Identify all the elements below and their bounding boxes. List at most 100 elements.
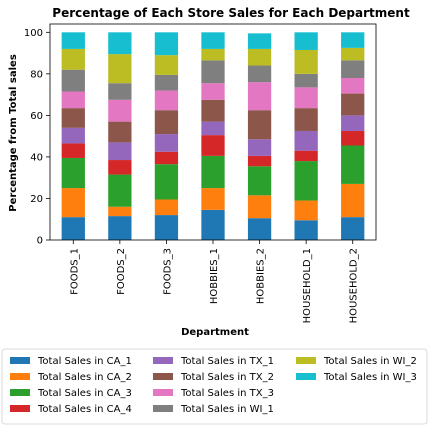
bar-segment	[247, 65, 272, 83]
bar-segment	[154, 74, 179, 91]
bar-segment	[61, 48, 85, 70]
bar-segment	[154, 55, 179, 75]
x-axis-label: Department	[181, 327, 249, 338]
bar-segment	[341, 32, 365, 48]
plot-frame	[49, 23, 377, 241]
bar-segment	[108, 142, 132, 161]
legend-label: Total Sales in TX_2	[180, 372, 274, 383]
bar-segment	[108, 121, 132, 143]
bar-segment	[201, 60, 225, 84]
legend-label: Total Sales in WI_3	[323, 372, 417, 383]
plot-area: FOODS_1 FOODS_2 FOODS_3 HOBBIES_1 HOBBIES_2 H…	[24, 23, 377, 323]
legend: Total Sales in CA_1 Total Sales in CA_2 To…	[1, 348, 428, 425]
bar-segment	[294, 200, 318, 221]
bar-segment	[201, 83, 225, 100]
bar-segment	[61, 69, 85, 92]
legend-label: Total Sales in CA_1	[37, 356, 132, 367]
x-tick-label: FOODS_2	[116, 248, 127, 295]
bar-segment	[108, 160, 132, 175]
bar-segment	[61, 127, 85, 144]
legend-swatch	[153, 389, 173, 396]
bar-segment	[154, 134, 179, 152]
legend-box	[1, 348, 428, 425]
bar-segment	[201, 32, 225, 49]
legend-swatch	[296, 373, 316, 380]
bar-segment	[201, 121, 225, 136]
legend-swatch	[153, 373, 173, 380]
bar-segment	[154, 151, 179, 165]
legend-swatch	[296, 357, 316, 364]
bar-segment	[247, 218, 272, 240]
bar-segment	[294, 130, 318, 151]
bar-segment	[341, 145, 365, 184]
x-tick-label: FOODS_3	[162, 248, 173, 295]
bar-segment	[247, 155, 272, 167]
bar-segment	[154, 32, 179, 56]
bar-segment	[341, 78, 365, 94]
bar-segment	[61, 91, 85, 109]
bar-segment	[294, 150, 318, 162]
bar-segment	[108, 216, 132, 240]
bar-segment	[294, 108, 318, 131]
legend-swatch	[10, 373, 30, 380]
bar-segment	[341, 130, 365, 146]
bar-segment	[247, 110, 272, 140]
x-tick-label: HOBBIES_1	[209, 248, 220, 304]
bar-segment	[341, 47, 365, 61]
bar-segment	[341, 183, 365, 218]
bar-segment	[108, 99, 132, 122]
bar-segment	[61, 217, 85, 240]
x-tick-label: HOBBIES_2	[256, 248, 267, 304]
legend-swatch	[153, 357, 173, 364]
bar-segment	[61, 108, 85, 128]
x-tick-label: HOUSEHOLD_2	[349, 248, 360, 323]
bar-segment	[294, 32, 318, 50]
x-tick-label: HOUSEHOLD_1	[302, 248, 313, 323]
y-tick-label: 60	[30, 111, 43, 122]
bar-segment	[247, 82, 272, 111]
bar-segment	[108, 174, 132, 207]
legend-swatch	[10, 389, 30, 396]
bar-segment	[341, 93, 365, 116]
bar-segment	[294, 73, 318, 88]
bar-segment	[247, 139, 272, 156]
bar-segment	[154, 110, 179, 135]
bar-segment	[108, 32, 132, 55]
bar-segment	[294, 161, 318, 201]
bar-segment	[61, 157, 85, 189]
bar-segment	[201, 188, 225, 210]
bar-segment	[61, 143, 85, 158]
legend-label: Total Sales in WI_2	[323, 356, 417, 367]
bar-segment	[294, 220, 318, 240]
bar-segment	[341, 115, 365, 131]
y-axis-label: Percentage from Total sales	[8, 54, 19, 212]
legend-label: Total Sales in WI_1	[180, 404, 274, 415]
bar-segment	[201, 48, 225, 61]
bar-segment	[341, 60, 365, 78]
bar-segment	[341, 217, 365, 240]
legend-label: Total Sales in TX_3	[180, 388, 274, 399]
x-tick-label: FOODS_1	[69, 248, 80, 295]
legend-label: Total Sales in TX_1	[180, 356, 274, 367]
y-tick-label: 40	[30, 152, 43, 163]
legend-swatch	[10, 405, 30, 412]
bar-segment	[154, 215, 179, 240]
bar-segment	[201, 209, 225, 240]
bar-segment	[247, 48, 272, 66]
legend-label: Total Sales in CA_4	[37, 404, 132, 415]
bar-segment	[247, 33, 272, 49]
bar-segment	[108, 206, 132, 217]
y-tick-label: 20	[30, 194, 43, 205]
bar-segment	[108, 54, 132, 84]
legend-swatch	[153, 405, 173, 412]
bar-segment	[108, 83, 132, 100]
legend-label: Total Sales in CA_2	[37, 372, 132, 383]
bar-segment	[154, 90, 179, 111]
legend-swatch	[10, 357, 30, 364]
bar-segment	[201, 155, 225, 189]
bar-segment	[61, 188, 85, 218]
bar-segment	[294, 49, 318, 74]
chart-title: Percentage of Each Store Sales for Each …	[52, 6, 410, 20]
